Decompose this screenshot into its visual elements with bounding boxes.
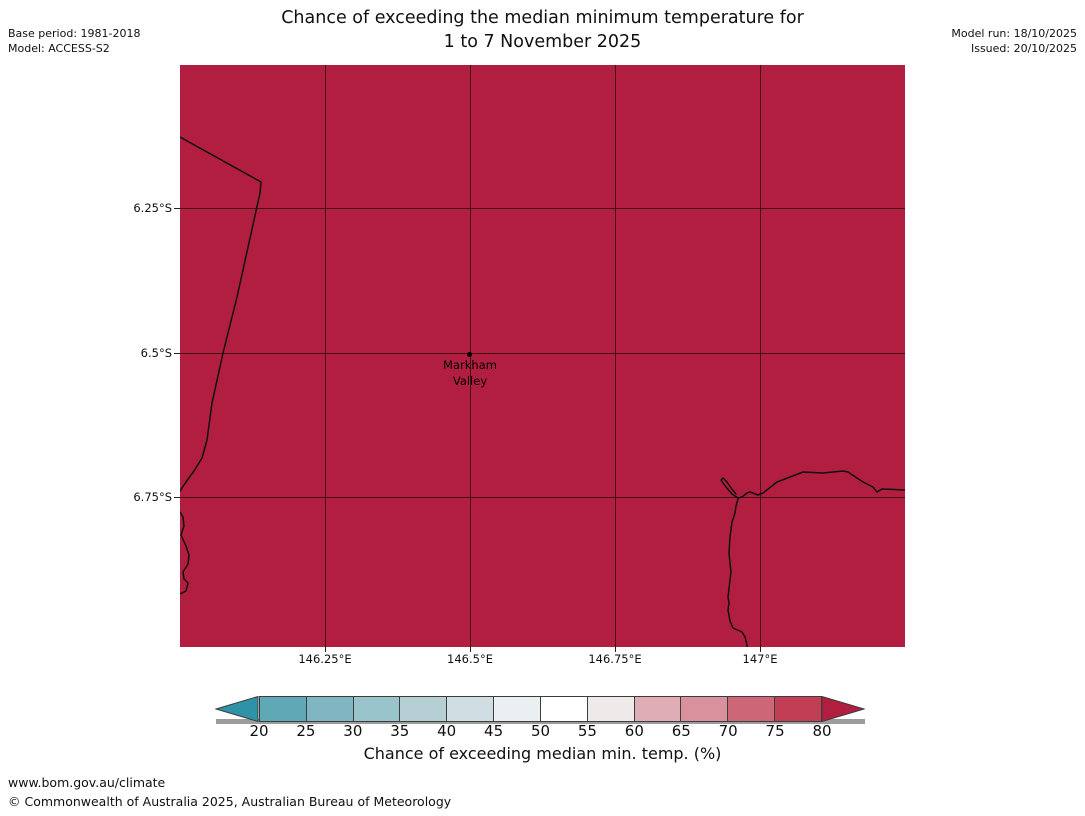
- colorbar-tick-30: 30: [343, 722, 363, 740]
- colorbar-tick-70: 70: [718, 722, 738, 740]
- gridline-6-25s: [180, 208, 905, 209]
- gridline-146-75e: [615, 65, 616, 647]
- xtick-mark-146-75e: [615, 647, 616, 652]
- colorbar-segment-60-65: [634, 697, 682, 721]
- colorbar-tick-labels: 20 25 30 35 40 45 50 55 60 65 70 75 80: [249, 722, 831, 740]
- coastline-huon-gulf-west: [727, 498, 748, 647]
- location-name-line-1: Markham: [443, 358, 497, 372]
- colorbar-segment-50-55: [540, 697, 588, 721]
- colorbar-segment-65-70: [681, 697, 729, 721]
- colorbar: [259, 696, 822, 722]
- location-marker-label: Markham Valley: [420, 357, 520, 389]
- ytick-mark-6-75s: [174, 497, 180, 498]
- xtick-label-147e: 147°E: [742, 652, 778, 666]
- xtick-label-146-5e: 146.5°E: [447, 652, 493, 666]
- coastline-hook: [720, 477, 739, 499]
- colorbar-segment-20-25: [260, 697, 307, 721]
- colorbar-segment-75-80: [775, 697, 821, 721]
- colorbar-segment-35-40: [400, 697, 448, 721]
- title-line-1: Chance of exceeding the median minimum t…: [281, 8, 804, 28]
- colorbar-tick-60: 60: [624, 722, 644, 740]
- ytick-mark-6-25s: [174, 208, 180, 209]
- colorbar-segment-70-75: [728, 697, 776, 721]
- model-metadata-right: Model run: 18/10/2025 Issued: 20/10/2025: [951, 26, 1077, 56]
- colorbar-tick-45: 45: [484, 722, 504, 740]
- gridline-146-25e: [325, 65, 326, 647]
- colorbar-tick-65: 65: [671, 722, 691, 740]
- colorbar-tick-40: 40: [437, 722, 457, 740]
- location-marker-dot: [467, 352, 472, 357]
- colorbar-under-arrow: [215, 696, 259, 722]
- colorbar-tick-75: 75: [765, 722, 785, 740]
- colorbar-tick-55: 55: [577, 722, 597, 740]
- gridline-6-75s: [180, 497, 905, 498]
- xtick-label-146-75e: 146.75°E: [588, 652, 642, 666]
- xtick-mark-146-5e: [470, 647, 471, 652]
- ytick-label-6-5s: 6.5°S: [140, 346, 172, 360]
- ytick-mark-6-5s: [174, 353, 180, 354]
- ytick-label-6-75s: 6.75°S: [133, 490, 172, 504]
- colorbar-tick-20: 20: [249, 722, 269, 740]
- xtick-label-146-25e: 146.25°E: [298, 652, 352, 666]
- colorbar-segment-40-45: [447, 697, 495, 721]
- coastline-northwest: [180, 136, 262, 492]
- colorbar-segment-45-50: [494, 697, 541, 721]
- coastline-southwest: [180, 511, 190, 595]
- title-line-2: 1 to 7 November 2025: [443, 32, 642, 52]
- coastline-svg: [180, 136, 905, 647]
- colorbar-over-arrow: [821, 696, 865, 722]
- footer-copyright: © Commonwealth of Australia 2025, Austra…: [8, 794, 452, 809]
- base-period-text: Base period: 1981-2018: [8, 27, 141, 40]
- colorbar-tick-25: 25: [296, 722, 316, 740]
- colorbar-segment-30-35: [353, 697, 401, 721]
- xtick-mark-147e: [760, 647, 761, 652]
- gridline-6-5s: [180, 353, 905, 354]
- colorbar-tick-80: 80: [812, 722, 832, 740]
- colorbar-tick-50: 50: [530, 722, 551, 740]
- page-title: Chance of exceeding the median minimum t…: [0, 6, 1085, 54]
- model-text: Model: ACCESS-S2: [8, 42, 110, 55]
- xtick-mark-146-25e: [325, 647, 326, 652]
- map-canvas: Markham Valley: [180, 65, 905, 647]
- coastline-huon-gulf-north: [737, 470, 905, 499]
- model-run-text: Model run: 18/10/2025: [951, 27, 1077, 40]
- model-metadata-left: Base period: 1981-2018 Model: ACCESS-S2: [8, 26, 140, 56]
- colorbar-segment-55-60: [587, 697, 635, 721]
- location-name-line-2: Valley: [452, 374, 488, 388]
- colorbar-label: Chance of exceeding median min. temp. (%…: [363, 744, 722, 763]
- colorbar-tick-35: 35: [390, 722, 410, 740]
- ytick-label-6-25s: 6.25°S: [133, 201, 172, 215]
- colorbar-segment-25-30: [306, 697, 354, 721]
- footer-url: www.bom.gov.au/climate: [8, 775, 166, 790]
- issued-text: Issued: 20/10/2025: [970, 42, 1077, 55]
- gridline-147e: [760, 65, 761, 647]
